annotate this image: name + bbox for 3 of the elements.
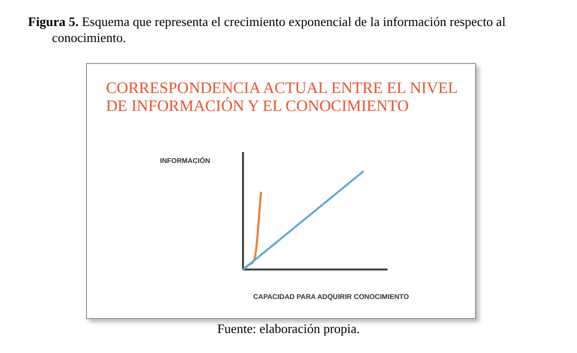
chart-title: CORRESPONDENCIA ACTUAL ENTRE EL NIVEL DE INFORMACIÓN Y EL CONOCIMIENTO: [106, 80, 458, 116]
source-note: Fuente: elaboración propia.: [216, 321, 361, 337]
text: Figura 5. Esquema que representa el crecimiento exponencial de la información respecto al conocimiento.: [28, 14, 507, 46]
